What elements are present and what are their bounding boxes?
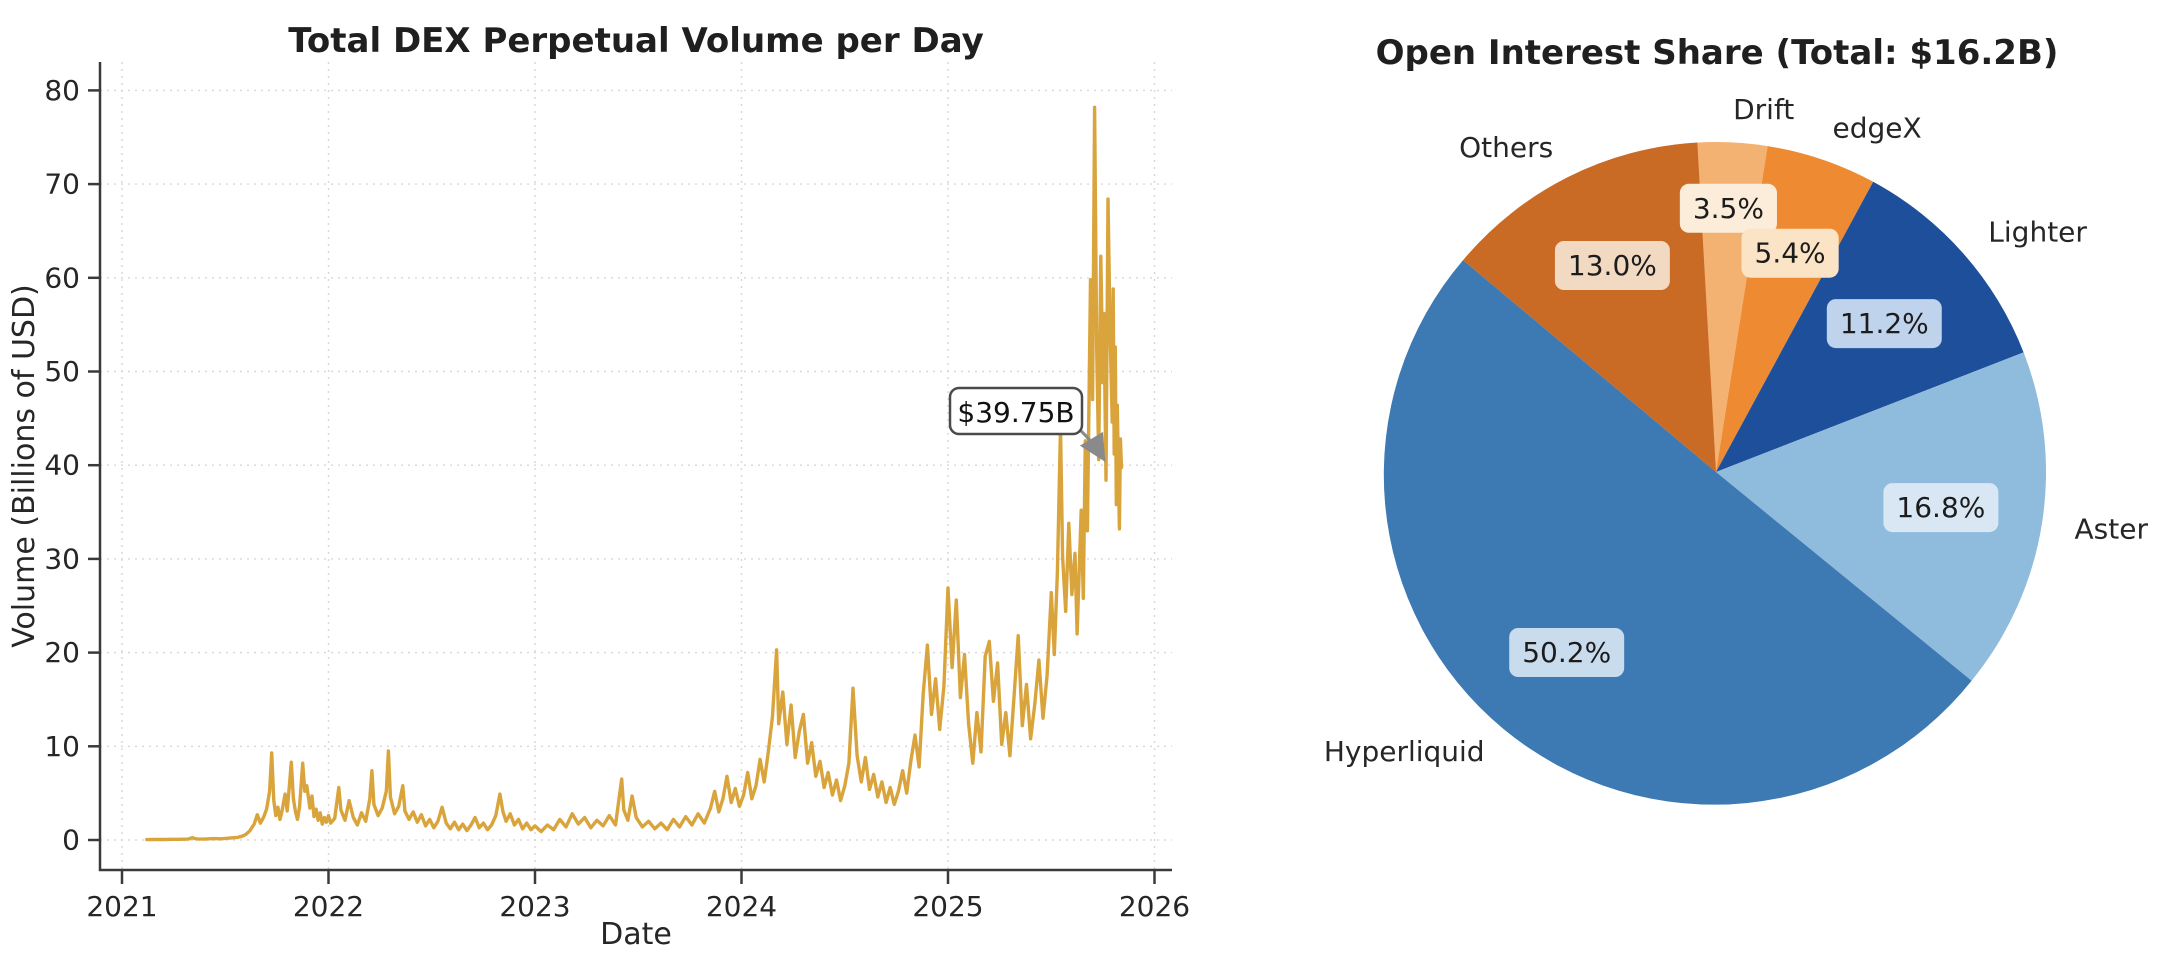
pie-pct-bg (1509, 628, 1625, 677)
pie-slices (1383, 142, 2047, 805)
y-tick-label: 50 (44, 355, 80, 388)
y-tick-label: 30 (44, 542, 80, 575)
y-tick-label: 70 (44, 168, 80, 201)
pie-slice-name: Drift (1733, 93, 1794, 126)
pie-pct-label: 50.2% (1522, 636, 1611, 669)
y-tick-label: 20 (44, 636, 80, 669)
x-tick-label: 2026 (1119, 890, 1190, 923)
y-tick-label: 40 (44, 449, 80, 482)
line-chart-title: Total DEX Perpetual Volume per Day (288, 21, 984, 61)
pie-slice-name: edgeX (1833, 112, 1922, 145)
pie-slice-name: Lighter (1988, 215, 2087, 248)
pie-pct-bg (1883, 483, 1999, 533)
x-tick-label: 2022 (293, 890, 364, 923)
x-tick-label: 2023 (499, 890, 570, 923)
pie-chart-title: Open Interest Share (Total: $16.2B) (1376, 33, 2059, 73)
y-tick-label: 10 (44, 730, 80, 763)
x-tick-label: 2024 (706, 890, 777, 923)
axis-ticks: 0 10 20 30 40 50 60 70 80 2021 2022 2023 2024 2025 202… (44, 74, 1190, 923)
pie-pct-label: 11.2% (1840, 307, 1929, 340)
pie-pct-bg (1679, 183, 1777, 233)
y-tick-label: 60 (44, 261, 80, 294)
x-tick-label: 2025 (912, 890, 983, 923)
x-tick-label: 2021 (86, 890, 157, 923)
y-axis-title: Volume (Billions of USD) (7, 284, 42, 648)
pie-slice-name: Others (1459, 131, 1553, 164)
y-tick-label: 80 (44, 74, 80, 107)
volume-line (145, 105, 1124, 842)
axes-spines (98, 62, 1172, 872)
pie-slice-name: Hyperliquid (1324, 735, 1485, 768)
y-tick-label: 0 (62, 824, 80, 857)
pie-pct-bg (1741, 228, 1839, 278)
annotation: $39.75B (948, 386, 1106, 462)
pie-pct-label: 5.4% (1755, 237, 1826, 270)
series-layer (145, 105, 1124, 842)
pie-pct-label: 13.0% (1568, 249, 1657, 282)
annotation-box (948, 386, 1084, 436)
volume-line-chart: 0 10 20 30 40 50 60 70 80 2021 2022 2023 2024 2025 202… (7, 21, 1190, 952)
annotation-text: $39.75B (957, 396, 1074, 429)
gridlines (100, 62, 1172, 870)
pie-slice-others (1463, 142, 1716, 472)
open-interest-pie-chart: Open Interest Share (Total: $16.2B) Drif… (1324, 33, 2149, 805)
pie-slice-aster (1716, 352, 2047, 681)
pie-pct-label: 16.8% (1896, 491, 1985, 524)
pie-pct-bg (1554, 241, 1670, 290)
x-axis-title: Date (600, 917, 672, 952)
pie-slice-name: Aster (2075, 512, 2149, 545)
pie-labels: Drift 3.5% edgeX 5.4% Lighter 11.2% Aster 16.8%… (1324, 93, 2149, 768)
pie-pct-label: 3.5% (1693, 192, 1764, 225)
pie-pct-bg (1826, 299, 1942, 349)
